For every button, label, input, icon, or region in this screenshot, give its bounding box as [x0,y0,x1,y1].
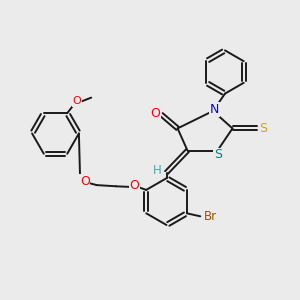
Text: O: O [80,175,90,188]
Text: N: N [210,103,219,116]
Text: S: S [214,148,222,161]
Text: Br: Br [204,210,217,223]
Text: H: H [152,164,161,178]
Text: O: O [72,96,81,106]
Text: O: O [129,179,139,192]
Text: S: S [259,122,267,135]
Text: O: O [151,106,160,120]
